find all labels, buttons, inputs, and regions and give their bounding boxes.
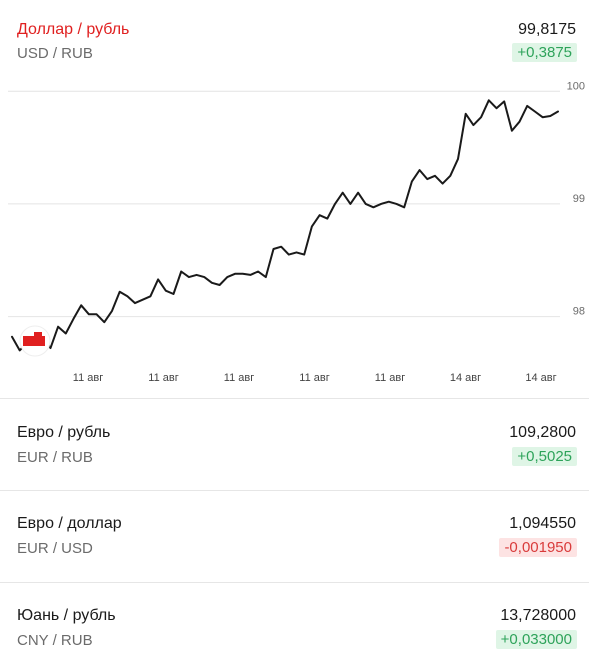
divider: [0, 582, 589, 583]
pair-value: 99,8175: [518, 21, 576, 38]
x-tick-label: 14 авг: [450, 372, 481, 384]
pair-change-badge: +0,3875: [512, 43, 577, 62]
divider: [0, 490, 589, 491]
x-tick-label: 11 авг: [224, 372, 254, 384]
chart-grid: [8, 90, 560, 318]
usd-rub-flag-icon: [19, 325, 51, 357]
x-tick-label: 11 авг: [375, 372, 405, 384]
x-tick-label: 11 авг: [148, 372, 178, 384]
pair-name: Евро / доллар: [17, 515, 122, 532]
pair-change-badge: -0,001950: [499, 538, 577, 557]
pair-row-cny-rub[interactable]: Юань / рубль CNY / RUB 13,728000 +0,0330…: [0, 583, 589, 670]
pair-name: Юань / рубль: [17, 607, 116, 624]
pair-name: Доллар / рубль: [17, 21, 130, 38]
pair-value: 109,2800: [509, 424, 576, 441]
y-tick-label: 98: [573, 306, 585, 318]
pair-code: EUR / RUB: [17, 449, 93, 466]
price-chart[interactable]: 98 99 100 11 авг 11 авг 11 авг 11 авг 11 авг 14…: [0, 80, 589, 392]
x-tick-label: 14 авг: [525, 372, 556, 384]
pair-code: CNY / RUB: [17, 632, 93, 649]
x-axis: 11 авг 11 авг 11 авг 11 авг 11 авг 14 авг 14 а…: [73, 372, 557, 384]
pair-row-usd-rub[interactable]: Доллар / рубль USD / RUB 99,8175 +0,3875: [0, 0, 589, 395]
price-line: [11, 99, 559, 354]
pair-name: Евро / рубль: [17, 424, 111, 441]
pair-change-badge: +0,5025: [512, 447, 577, 466]
y-axis: 98 99 100: [567, 80, 585, 317]
pair-code: USD / RUB: [17, 45, 93, 62]
pair-code: EUR / USD: [17, 540, 93, 557]
y-tick-label: 99: [573, 193, 585, 205]
pair-change-badge: +0,033000: [495, 630, 577, 649]
divider: [0, 398, 589, 399]
x-tick-label: 11 авг: [299, 372, 329, 384]
x-tick-label: 11 авг: [73, 372, 103, 384]
y-tick-label: 100: [567, 80, 585, 92]
pair-row-eur-rub[interactable]: Евро / рубль EUR / RUB 109,2800 +0,5025: [0, 399, 589, 489]
pair-value: 13,728000: [500, 607, 576, 624]
pair-row-eur-usd[interactable]: Евро / доллар EUR / USD 1,094550 -0,0019…: [0, 491, 589, 581]
pair-value: 1,094550: [509, 515, 576, 532]
